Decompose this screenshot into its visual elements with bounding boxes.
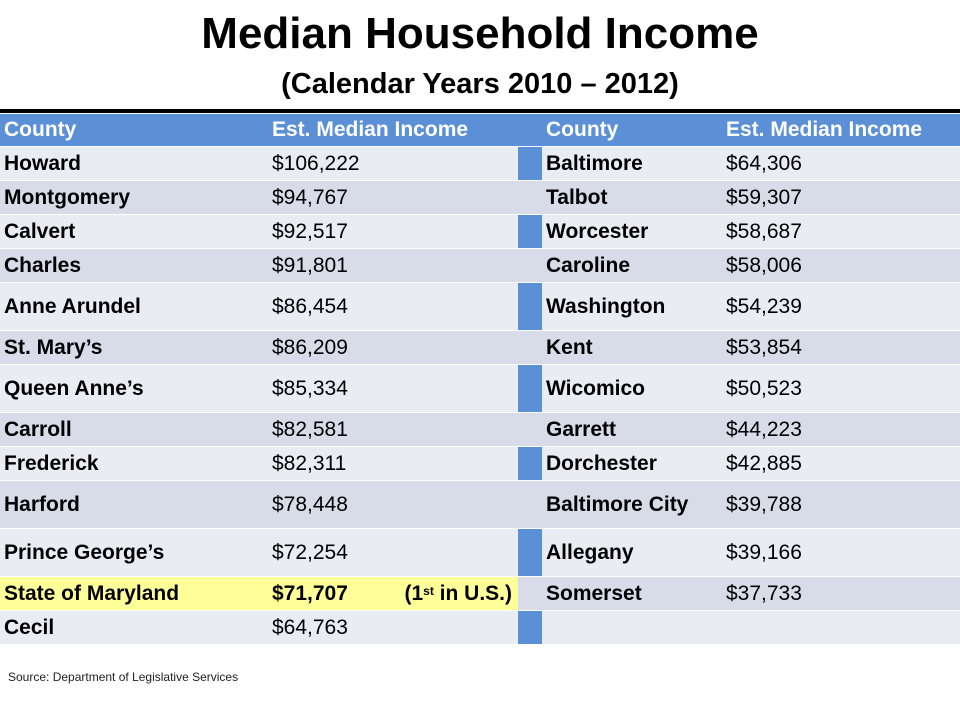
header-income-left: Est. Median Income bbox=[268, 114, 518, 147]
county-name-right: Wicomico bbox=[542, 364, 722, 413]
column-separator bbox=[518, 282, 542, 331]
county-name-left: Harford bbox=[0, 480, 268, 529]
county-name-right: Washington bbox=[542, 282, 722, 331]
column-separator bbox=[518, 180, 542, 215]
table-row: St. Mary’s $86,209 Kent $53,854 bbox=[0, 330, 960, 365]
table-row: Charles $91,801 Caroline $58,006 bbox=[0, 248, 960, 283]
income-value-right: $59,307 bbox=[722, 180, 960, 215]
title-divider bbox=[0, 109, 960, 113]
table-row: Harford $78,448 Baltimore City $39,788 bbox=[0, 480, 960, 529]
source-note: Source: Department of Legislative Servic… bbox=[8, 670, 239, 684]
header-county-right: County bbox=[542, 114, 722, 147]
table-header-row: County Est. Median Income County Est. Me… bbox=[0, 114, 960, 147]
county-name-left: Anne Arundel bbox=[0, 282, 268, 331]
county-name-right: Garrett bbox=[542, 412, 722, 447]
county-name-right: Allegany bbox=[542, 528, 722, 577]
column-separator bbox=[518, 364, 542, 413]
column-separator bbox=[518, 330, 542, 365]
income-value-right: $58,687 bbox=[722, 214, 960, 249]
income-value-left: $72,254 bbox=[268, 528, 518, 577]
page-subtitle: (Calendar Years 2010 – 2012) bbox=[281, 68, 679, 100]
county-name-left: State of Maryland bbox=[0, 576, 268, 611]
table-row: Queen Anne’s $85,334 Wicomico $50,523 bbox=[0, 364, 960, 413]
county-name-left: Frederick bbox=[0, 446, 268, 481]
county-name-right: Dorchester bbox=[542, 446, 722, 481]
county-name-left: Prince George’s bbox=[0, 528, 268, 577]
income-value-left: $85,334 bbox=[268, 364, 518, 413]
income-value-left: $71,707 (1st in U.S.) bbox=[268, 576, 518, 611]
table-row: Montgomery $94,767 Talbot $59,307 bbox=[0, 180, 960, 215]
county-name-left: Howard bbox=[0, 146, 268, 181]
income-value-right: $39,166 bbox=[722, 528, 960, 577]
income-value-left: $92,517 bbox=[268, 214, 518, 249]
header-income-right: Est. Median Income bbox=[722, 114, 960, 147]
income-value-left: $78,448 bbox=[268, 480, 518, 529]
table-row: Frederick $82,311 Dorchester $42,885 bbox=[0, 446, 960, 481]
income-value-left: $106,222 bbox=[268, 146, 518, 181]
county-name-left: Cecil bbox=[0, 610, 268, 645]
income-value-right: $64,306 bbox=[722, 146, 960, 181]
rank-note-open: (1 bbox=[404, 581, 424, 605]
income-value-left: $94,767 bbox=[268, 180, 518, 215]
county-name-right bbox=[542, 610, 722, 645]
income-value-left: $82,581 bbox=[268, 412, 518, 447]
county-name-left: Calvert bbox=[0, 214, 268, 249]
table-row: Howard $106,222 Baltimore $64,306 bbox=[0, 146, 960, 181]
column-separator bbox=[518, 446, 542, 481]
county-name-right: Talbot bbox=[542, 180, 722, 215]
income-value-right: $53,854 bbox=[722, 330, 960, 365]
column-separator bbox=[518, 528, 542, 577]
county-name-left: Montgomery bbox=[0, 180, 268, 215]
income-value-right: $44,223 bbox=[722, 412, 960, 447]
table-row: State of Maryland $71,707 (1st in U.S.) Som… bbox=[0, 576, 960, 611]
income-value-left: $86,209 bbox=[268, 330, 518, 365]
county-name-right: Kent bbox=[542, 330, 722, 365]
county-name-right: Worcester bbox=[542, 214, 722, 249]
income-value-right: $37,733 bbox=[722, 576, 960, 611]
column-separator bbox=[518, 576, 542, 611]
column-separator bbox=[518, 114, 542, 147]
income-value-left: $64,763 bbox=[268, 610, 518, 645]
column-separator bbox=[518, 610, 542, 645]
income-value-right: $50,523 bbox=[722, 364, 960, 413]
income-value-right: $54,239 bbox=[722, 282, 960, 331]
column-separator bbox=[518, 480, 542, 529]
income-value-right bbox=[722, 610, 960, 645]
county-name-right: Caroline bbox=[542, 248, 722, 283]
column-separator bbox=[518, 214, 542, 249]
county-name-left: St. Mary’s bbox=[0, 330, 268, 365]
income-value-left: $91,801 bbox=[268, 248, 518, 283]
income-value-left: $82,311 bbox=[268, 446, 518, 481]
table-row: Carroll $82,581 Garrett $44,223 bbox=[0, 412, 960, 447]
table-row: Prince George’s $72,254 Allegany $39,166 bbox=[0, 528, 960, 577]
county-name-left: Queen Anne’s bbox=[0, 364, 268, 413]
county-name-right: Baltimore City bbox=[542, 480, 722, 529]
national-rank-note: (1st in U.S.) bbox=[404, 582, 512, 606]
page-title: Median Household Income bbox=[201, 9, 759, 58]
county-name-left: Charles bbox=[0, 248, 268, 283]
column-separator bbox=[518, 146, 542, 181]
income-value-right: $42,885 bbox=[722, 446, 960, 481]
income-value-right: $58,006 bbox=[722, 248, 960, 283]
income-table: County Est. Median Income County Est. Me… bbox=[0, 114, 960, 645]
table-row: Cecil $64,763 bbox=[0, 610, 960, 645]
county-name-right: Baltimore bbox=[542, 146, 722, 181]
table-row: Calvert $92,517 Worcester $58,687 bbox=[0, 214, 960, 249]
table-row: Anne Arundel $86,454 Washington $54,239 bbox=[0, 282, 960, 331]
county-name-left: Carroll bbox=[0, 412, 268, 447]
income-value-left: $86,454 bbox=[268, 282, 518, 331]
header-county-left: County bbox=[0, 114, 268, 147]
rank-note-close: in U.S.) bbox=[433, 581, 512, 605]
income-value: $71,707 bbox=[272, 581, 348, 605]
income-value-right: $39,788 bbox=[722, 480, 960, 529]
column-separator bbox=[518, 412, 542, 447]
column-separator bbox=[518, 248, 542, 283]
rank-note-sup: st bbox=[423, 583, 434, 598]
county-name-right: Somerset bbox=[542, 576, 722, 611]
